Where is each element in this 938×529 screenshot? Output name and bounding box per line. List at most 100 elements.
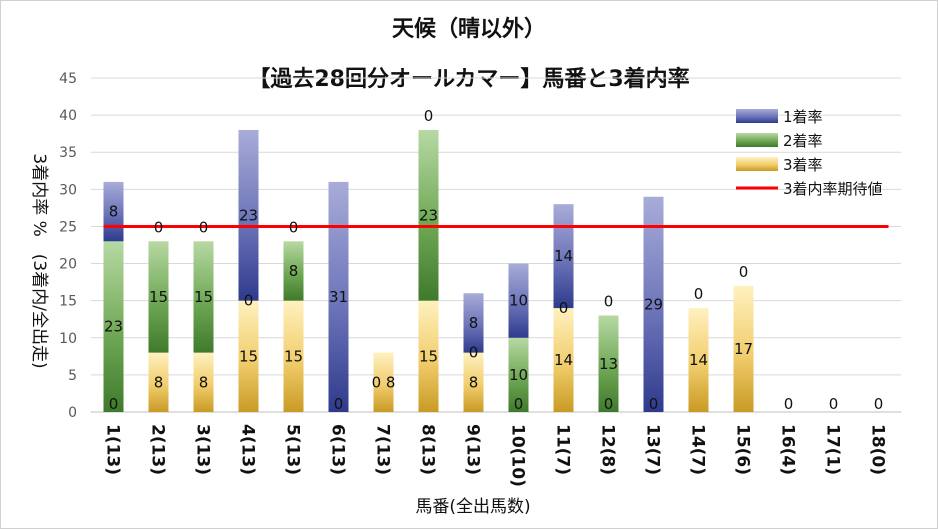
y-tick-label: 25 xyxy=(59,219,77,235)
bar-segment xyxy=(328,181,349,412)
data-label: 8 xyxy=(109,203,119,221)
bar-segment xyxy=(508,263,529,338)
x-axis-ticks: 1(13) 2(13) 3(13) 4(13) 5(13) 6(13) 7(13) 8(13)… xyxy=(103,424,888,487)
data-label: 8 xyxy=(469,373,479,391)
bar-segment xyxy=(463,352,484,412)
x-tick-label: 7(13) xyxy=(373,424,393,475)
legend-label: 3着内率期待値 xyxy=(783,180,883,198)
bar-segment xyxy=(733,285,754,412)
x-tick-label: 9(13) xyxy=(463,424,483,475)
data-label: 14 xyxy=(554,351,573,369)
data-label: 0 xyxy=(244,292,254,310)
bar-segment xyxy=(283,241,304,301)
data-label: 15 xyxy=(239,347,258,365)
y-tick-label: 15 xyxy=(59,294,77,310)
bar-segment xyxy=(238,300,259,412)
data-label: 0 xyxy=(874,395,884,413)
data-label: 13 xyxy=(599,355,618,373)
y-tick-label: 40 xyxy=(59,108,77,124)
x-tick-label: 17(1) xyxy=(823,424,843,475)
x-tick-label: 10(10) xyxy=(508,424,528,487)
data-label: 14 xyxy=(689,351,708,369)
data-label: 17 xyxy=(734,340,753,358)
legend-label: 2着率 xyxy=(783,132,823,150)
data-label: 0 xyxy=(649,395,659,413)
y-tick-label: 5 xyxy=(68,368,77,384)
y-tick-label: 45 xyxy=(59,71,77,87)
bar-segment xyxy=(418,300,439,412)
data-label: 0 xyxy=(424,107,434,125)
data-label: 0 xyxy=(109,395,119,413)
data-label: 0 xyxy=(334,395,344,413)
x-tick-label: 3(13) xyxy=(193,424,213,475)
data-label: 0 xyxy=(784,395,794,413)
legend-label: 3着率 xyxy=(783,156,823,174)
bar-segment xyxy=(373,352,394,412)
data-label: 29 xyxy=(644,295,663,313)
data-label: 8 xyxy=(469,314,479,332)
bar-segment xyxy=(463,293,484,353)
data-label: 10 xyxy=(509,292,528,310)
x-tick-label: 12(8) xyxy=(598,424,618,475)
data-label: 15 xyxy=(419,347,438,365)
x-tick-label: 2(13) xyxy=(148,424,168,475)
bar-segment xyxy=(643,196,664,412)
x-tick-label: 4(13) xyxy=(238,424,258,475)
data-label: 0 xyxy=(199,218,209,236)
x-axis-label: 馬番(全出馬数) xyxy=(415,497,530,517)
bar-segment xyxy=(553,204,574,309)
data-label: 8 xyxy=(154,373,164,391)
data-label: 15 xyxy=(149,288,168,306)
y-tick-label: 0 xyxy=(68,405,77,421)
data-label: 0 xyxy=(514,395,524,413)
bar-segment xyxy=(148,241,169,353)
data-label: 0 xyxy=(289,218,299,236)
y-tick-label: 30 xyxy=(59,182,77,198)
data-label: 8 xyxy=(199,373,209,391)
chart-title: 天候（晴以外） xyxy=(392,16,546,42)
bar-segment xyxy=(688,308,709,412)
bar-segment xyxy=(553,308,574,412)
data-label: 10 xyxy=(509,366,528,384)
legend-swatch xyxy=(736,109,778,123)
data-label: 0 xyxy=(559,299,569,317)
data-label-layer: 8 23 0 0 15 8 0 15 8 23 0 15 0 8 15 31 0 0 8 0 23 15 8 0 8 10 10 0… xyxy=(104,107,883,413)
bar-segment xyxy=(508,337,529,412)
data-label: 0 xyxy=(469,344,479,362)
bar-segment xyxy=(238,129,259,301)
data-label: 0 xyxy=(604,395,614,413)
data-label: 0 xyxy=(154,218,164,236)
data-label: 15 xyxy=(284,347,303,365)
legend-label: 1着率 xyxy=(783,108,823,126)
y-tick-label: 10 xyxy=(59,331,77,347)
data-label: 0 xyxy=(694,285,704,303)
bar-segment xyxy=(103,241,124,412)
x-tick-label: 18(0) xyxy=(868,424,888,475)
x-tick-label: 8(13) xyxy=(418,424,438,475)
bar-segment xyxy=(598,315,619,412)
y-axis-ticks: 0 5 10 15 20 25 30 35 40 45 xyxy=(59,71,77,421)
y-tick-label: 20 xyxy=(59,257,77,273)
y-tick-label: 35 xyxy=(59,145,77,161)
bar-segment xyxy=(148,352,169,412)
data-label: 0 xyxy=(829,395,839,413)
x-tick-label: 14(7) xyxy=(688,424,708,475)
y-axis-label: 3着内率 % (3着内/全出走) xyxy=(29,153,49,368)
chart-subtitle: 【過去28回分オールカマー】馬番と3着内率 xyxy=(248,66,689,92)
data-label: 15 xyxy=(194,288,213,306)
x-tick-label: 6(13) xyxy=(328,424,348,475)
bar-segment xyxy=(283,300,304,412)
data-label: 0 8 xyxy=(372,373,396,391)
legend-swatch xyxy=(736,157,778,171)
legend: 1着率 2着率 3着率 3着内率期待値 xyxy=(736,108,883,198)
x-tick-label: 5(13) xyxy=(283,424,303,475)
x-tick-label: 13(7) xyxy=(643,424,663,475)
data-label: 8 xyxy=(289,262,299,280)
data-label: 23 xyxy=(104,318,123,336)
data-label: 0 xyxy=(739,263,749,281)
data-label: 31 xyxy=(329,288,348,306)
bar-segment xyxy=(418,129,439,301)
data-label: 23 xyxy=(239,206,258,224)
